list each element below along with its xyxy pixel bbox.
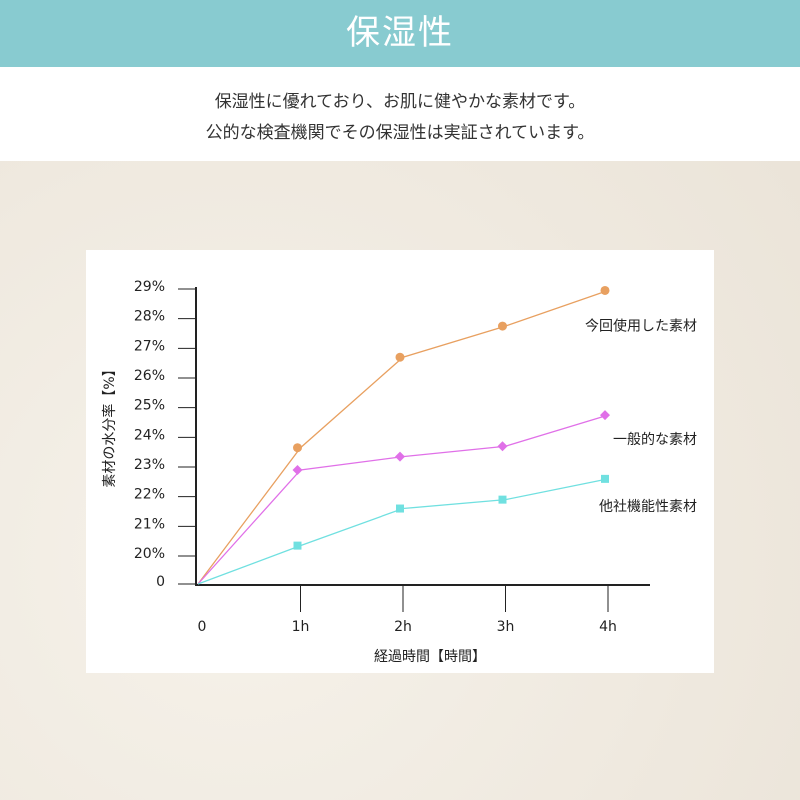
y-tick-label: 28% xyxy=(134,309,165,325)
page-title: 保湿性 xyxy=(0,0,800,67)
y-tick-label: 0 xyxy=(156,574,165,590)
y-tick-label: 24% xyxy=(134,427,165,443)
y-tick-label: 20% xyxy=(134,546,165,562)
marker xyxy=(498,495,507,504)
intro: 保湿性に優れており、お肌に健やかな素材です。 公的な検査機関でその保湿性は実証さ… xyxy=(0,67,800,161)
y-tick-label: 22% xyxy=(134,487,165,503)
intro-line: 保湿性に優れており、お肌に健やかな素材です。 xyxy=(214,92,586,112)
x-tick-label: 4h xyxy=(599,619,617,635)
marker xyxy=(395,451,405,462)
x-tick-label: 2h xyxy=(394,619,412,635)
y-tick-label: 21% xyxy=(134,516,165,532)
marker xyxy=(396,504,404,513)
marker xyxy=(293,541,302,550)
x-tick-label: 1h xyxy=(292,619,310,635)
x-tick-label: 3h xyxy=(497,619,515,635)
intro-line: 公的な検査機関でその保湿性は実証されています。 xyxy=(205,123,595,143)
y-axis-label: 素材の水分率【%】 xyxy=(101,362,118,487)
series-label: 今回使用した素材 xyxy=(585,317,697,334)
y-tick-label: 26% xyxy=(134,368,165,384)
marker xyxy=(600,410,610,421)
series-label: 一般的な素材 xyxy=(613,432,697,448)
marker xyxy=(395,352,405,362)
x-tick-label: 0 xyxy=(198,619,207,635)
marker xyxy=(292,464,303,475)
marker xyxy=(497,441,508,452)
y-tick-label: 27% xyxy=(134,338,165,354)
marker xyxy=(600,285,610,295)
marker xyxy=(601,474,609,483)
y-tick-label: 29% xyxy=(134,279,165,295)
y-tick-label: 23% xyxy=(134,457,165,473)
marker xyxy=(498,321,507,331)
y-tick-label: 25% xyxy=(134,398,165,414)
series-label: 他社機能性素材 xyxy=(599,499,697,515)
x-axis-label: 経過時間【時間】 xyxy=(374,649,486,665)
marker xyxy=(293,443,302,453)
